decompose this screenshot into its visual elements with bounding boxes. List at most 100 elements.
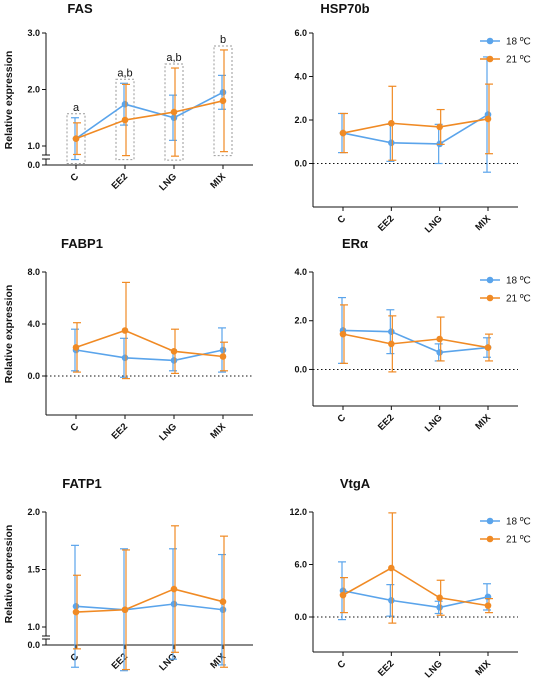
y-tick-label: 3.0 [27, 28, 40, 38]
legend-swatch-point [486, 37, 494, 45]
y-tick-label: 0.0 [294, 364, 307, 374]
chart-title: FATP1 [62, 476, 102, 491]
x-tick-label: MIX [208, 171, 228, 191]
legend-label: 21 ºC [506, 55, 531, 66]
x-tick-label: MIX [473, 412, 493, 432]
series-line [342, 589, 489, 609]
y-tick-label: 4.0 [294, 72, 307, 82]
y-tick-label: 4.0 [294, 267, 307, 277]
series-line [342, 118, 489, 134]
x-tick-label: EE2 [110, 651, 130, 671]
significance-box [66, 113, 86, 165]
chart-title: FAS [67, 1, 93, 16]
significance-box [213, 45, 233, 157]
data-point [388, 139, 395, 147]
data-point [339, 330, 347, 338]
data-point [339, 129, 347, 137]
data-point [219, 89, 227, 96]
data-point [388, 328, 395, 335]
x-tick-label: LNG [423, 658, 445, 680]
data-point [121, 327, 129, 334]
x-tick-label: EE2 [376, 412, 396, 432]
data-point [219, 346, 227, 354]
chart-title: FABP1 [61, 236, 103, 251]
data-point [121, 354, 129, 362]
x-tick-label: C [68, 171, 81, 184]
x-tick-label: C [335, 412, 348, 425]
data-point [170, 600, 178, 608]
legend-swatch-point [486, 535, 494, 543]
series-line [342, 567, 489, 607]
y-tick-label: 0.0 [27, 160, 40, 170]
chart-title: ERα [342, 236, 368, 251]
x-tick-label: EE2 [110, 171, 130, 191]
data-point [388, 340, 395, 348]
series-line [75, 100, 224, 140]
data-point [170, 357, 178, 364]
data-point [436, 349, 443, 356]
data-point [170, 108, 178, 116]
legend-label: 18 ºC [506, 517, 531, 528]
data-point [388, 119, 395, 127]
x-tick-label: LNG [157, 651, 179, 673]
series-line [342, 333, 489, 349]
chart-title: VtgA [340, 476, 371, 491]
data-point [72, 608, 80, 616]
data-point [388, 564, 395, 572]
y-tick-label: 12.0 [289, 507, 307, 517]
data-point [484, 344, 492, 351]
y-axis-label: Relative expression [3, 285, 15, 384]
data-point [219, 598, 227, 605]
data-point [436, 335, 443, 343]
y-axis-label: Relative expression [3, 525, 15, 624]
x-tick-label: MIX [473, 658, 493, 678]
legend-swatch-point [486, 276, 494, 284]
legend-label: 18 ºC [506, 37, 531, 48]
data-point [219, 97, 227, 105]
data-point [436, 594, 443, 602]
data-point [72, 603, 80, 610]
data-point [388, 597, 395, 604]
x-tick-label: C [335, 658, 348, 671]
y-axis-label: Relative expression [3, 51, 15, 150]
x-tick-label: C [335, 213, 348, 226]
data-point [484, 602, 492, 609]
panel-0: FAS Relative expression 0.0 1.0 2.0 3.0 C EE2 LN… [3, 1, 253, 193]
x-tick-label: LNG [157, 421, 179, 443]
panel-1: HSP70b 0.0 2.0 4.0 6.0 C EE2 LNG MIX 18 ºC 21 ºC [294, 1, 530, 235]
y-tick-label: 1.0 [27, 622, 40, 632]
series-line [342, 113, 489, 145]
data-point [436, 604, 443, 611]
series-line [75, 603, 224, 611]
x-tick-label: LNG [423, 412, 445, 434]
data-point [72, 344, 80, 351]
x-tick-label: MIX [208, 651, 228, 671]
significance-label: a,b [117, 67, 132, 79]
data-point [170, 348, 178, 355]
legend-swatch-point [486, 517, 494, 525]
y-tick-label: 4.0 [27, 319, 40, 329]
data-point [121, 116, 129, 124]
data-point [219, 606, 227, 614]
data-point [170, 114, 178, 122]
y-tick-label: 6.0 [294, 560, 307, 570]
series-line [75, 329, 224, 358]
y-tick-label: 0.0 [294, 612, 307, 622]
significance-label: a [73, 102, 80, 114]
y-tick-label: 2.0 [27, 85, 40, 95]
x-tick-label: EE2 [376, 213, 396, 233]
x-tick-label: LNG [423, 213, 445, 235]
data-point [484, 115, 492, 123]
data-point [436, 123, 443, 131]
series-line [75, 91, 224, 140]
legend-label: 21 ºC [506, 294, 531, 305]
significance-box [115, 78, 135, 161]
y-tick-label: 1.5 [27, 565, 40, 575]
series-line [75, 588, 224, 613]
y-tick-label: 1.0 [27, 141, 40, 151]
y-tick-label: 2.0 [294, 115, 307, 125]
legend-swatch-point [486, 55, 494, 63]
series-line [75, 349, 224, 362]
panel-5: VtgA 0.0 6.0 12.0 C EE2 LNG MIX 18 ºC 21 ºC [289, 476, 530, 680]
